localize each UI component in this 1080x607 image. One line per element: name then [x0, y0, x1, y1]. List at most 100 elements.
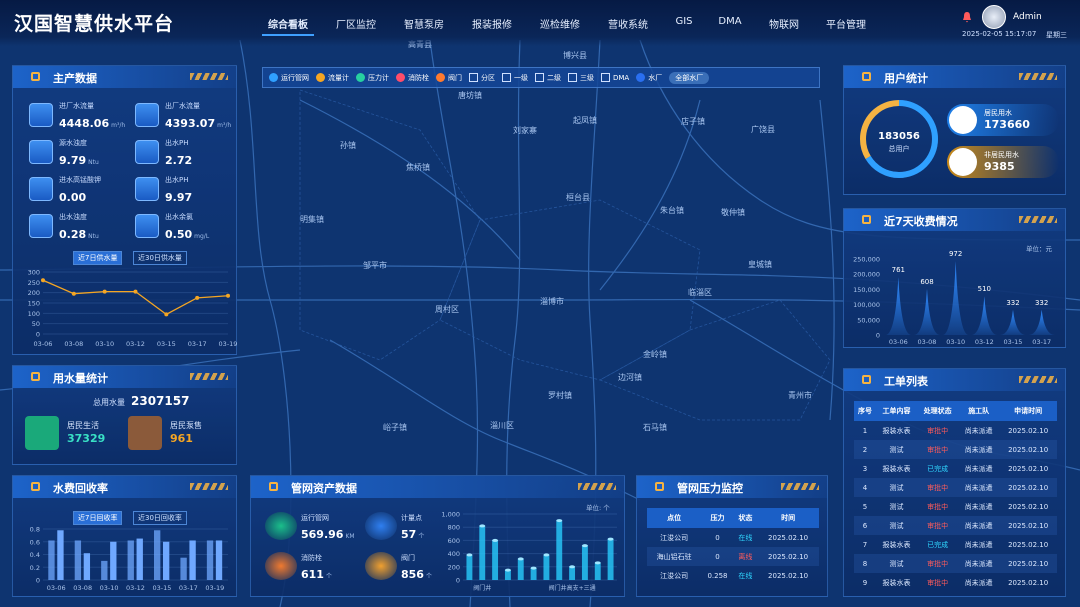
- metric-value: 0.50 mg/L: [165, 223, 209, 242]
- legend-item[interactable]: 二级: [535, 73, 561, 83]
- metric-label: 进水高锰酸钾: [59, 176, 101, 184]
- y-tick-label: 250: [28, 279, 40, 287]
- nav-item[interactable]: 报装报修: [472, 20, 512, 31]
- cell: 尚未派遣: [964, 540, 993, 549]
- legend-item[interactable]: 水厂: [636, 73, 662, 83]
- ring-2: [860, 100, 938, 178]
- cell: 2025.02.10: [999, 440, 1057, 459]
- cell: 江浚公司: [660, 533, 689, 542]
- y-tick-label: 0.8: [30, 526, 40, 534]
- nav-item[interactable]: DMA: [718, 16, 742, 27]
- legend-item[interactable]: 消防栓: [396, 73, 429, 83]
- tab[interactable]: 近30日供水量: [133, 251, 187, 265]
- cell: 8: [854, 554, 876, 573]
- nav-item[interactable]: 厂区监控: [336, 20, 376, 31]
- metric-unit: mg/L: [194, 233, 210, 240]
- legend-checkbox: [502, 73, 511, 82]
- x-tick-label: 03-15: [157, 340, 176, 348]
- table-row: 3 报装水表 已完成 尚未派遣 2025.02.10: [854, 459, 1057, 478]
- legend-item[interactable]: 压力计: [356, 73, 389, 83]
- table-row: 6 测试 审批中 尚未派遣 2025.02.10: [854, 516, 1057, 535]
- metric-number: 4393.07: [165, 117, 216, 130]
- tab[interactable]: 近7日回收率: [73, 511, 123, 525]
- spike: [971, 296, 998, 335]
- y-tick-label: 150: [28, 300, 40, 308]
- panel-stripes: [1019, 216, 1057, 223]
- panel-title: 管网压力监控: [677, 482, 743, 495]
- bar: [136, 538, 143, 580]
- nav-item[interactable]: 智慧泵房: [404, 20, 444, 31]
- bar-cap: [530, 566, 537, 570]
- nav-item[interactable]: 综合看板: [262, 16, 314, 36]
- bar-cap: [504, 568, 511, 572]
- panel-stripes: [190, 73, 228, 80]
- user-name[interactable]: Admin: [1013, 12, 1042, 22]
- table-row: 4 测试 审批中 尚未派遣 2025.02.10: [854, 478, 1057, 497]
- cell: 离线: [733, 547, 758, 566]
- legend-item[interactable]: DMA: [601, 73, 629, 82]
- asset-number: 611: [301, 568, 324, 581]
- cell: 0: [701, 547, 734, 566]
- cell: 江浚公司: [660, 571, 689, 580]
- usage-value: 37329: [67, 432, 106, 445]
- metric-icon: [29, 103, 53, 127]
- bell-icon[interactable]: [961, 11, 973, 23]
- total-value: 2307157: [131, 394, 190, 408]
- legend-item[interactable]: 一级: [502, 73, 528, 83]
- avatar[interactable]: [982, 5, 1006, 29]
- nav-item[interactable]: 物联网: [769, 20, 799, 31]
- panel-icon: [862, 375, 871, 384]
- asset-unit: 个: [425, 573, 432, 580]
- y-tick-label: 300: [28, 269, 40, 277]
- user-value: 9385: [984, 160, 1015, 173]
- y-tick-label: 0: [876, 332, 880, 340]
- cell: 审批中: [927, 502, 949, 511]
- chart: 183056 总用户: [860, 100, 938, 178]
- nav-item[interactable]: 营收系统: [608, 20, 648, 31]
- chart: 0 50 100 150 200 250 300 03-06 03-08 03-10 03-12 03…: [28, 269, 238, 349]
- total-value: 183056: [878, 131, 920, 142]
- table-header: 点位 压力 状态 时间: [647, 508, 819, 528]
- legend-item[interactable]: 分区: [469, 73, 495, 83]
- plant-select[interactable]: 全部水厂: [669, 71, 710, 84]
- metric-value: 4448.06 m³/h: [59, 112, 125, 131]
- legend-icon: [316, 73, 325, 82]
- asset-value: 569.96 KM: [301, 523, 355, 542]
- cell: 报装水表: [882, 578, 911, 587]
- y-tick-label: 150,000: [853, 286, 880, 294]
- panel: 用水量统计 总用水量 2307157 居民生活 37329 居民泵售 961: [12, 365, 237, 465]
- spike: [942, 261, 969, 335]
- bar: [180, 557, 187, 580]
- legend-icon: [396, 73, 405, 82]
- cell: 在线: [738, 533, 753, 542]
- legend-label: 水厂: [648, 73, 663, 82]
- tab[interactable]: 近7日供水量: [73, 251, 123, 265]
- place-label: 周村区: [435, 304, 459, 314]
- nav-item[interactable]: GIS: [675, 16, 693, 27]
- legend-item[interactable]: 三级: [568, 73, 594, 83]
- bar: [57, 530, 64, 580]
- nav-item[interactable]: 巡检维修: [540, 20, 580, 31]
- spike: [914, 288, 940, 335]
- nav-item[interactable]: 平台管理: [826, 20, 866, 31]
- panel-stripes: [578, 483, 616, 490]
- spike: [885, 277, 912, 335]
- legend-item[interactable]: 运行管网: [269, 73, 309, 83]
- asset-unit: KM: [345, 533, 355, 540]
- cell: 尚未派遣: [964, 464, 993, 473]
- panel-icon: [31, 482, 40, 491]
- x-tick-label: 03-15: [152, 584, 171, 592]
- x-tick-label: 03-17: [179, 584, 198, 592]
- legend-item[interactable]: 阀门: [436, 73, 462, 83]
- metric-value: 2.72: [165, 149, 192, 168]
- tab[interactable]: 近30日回收率: [133, 511, 187, 525]
- cell: 尚未派遣: [964, 426, 993, 435]
- y-tick-label: 800: [448, 524, 460, 532]
- legend-item[interactable]: 流量计: [316, 73, 349, 83]
- weekday: 星期三: [1046, 31, 1067, 39]
- bar: [101, 560, 108, 580]
- cell: 3: [862, 464, 868, 473]
- chart: 0 50,000 100,000 150,000 200,000 250,000 761 03…: [853, 251, 1055, 346]
- cell: 尚未派遣: [958, 478, 1000, 497]
- legend-icon: [436, 73, 445, 82]
